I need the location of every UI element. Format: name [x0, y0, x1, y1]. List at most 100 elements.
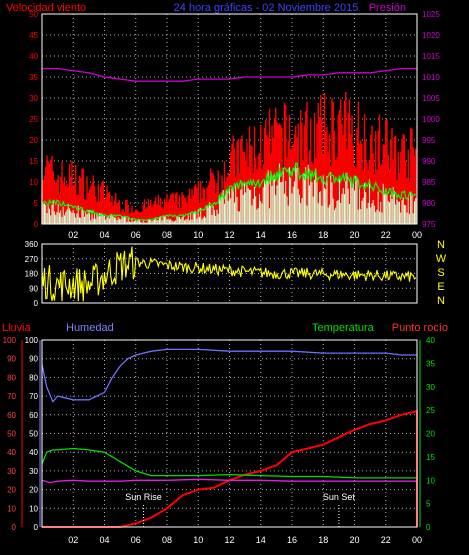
direction-grid	[42, 244, 417, 303]
x-tick-label: 18	[318, 535, 328, 545]
x-tick-label: 00	[412, 535, 422, 545]
wind-tick-label: 15	[29, 157, 38, 166]
humidity-tick-label: 50	[29, 430, 38, 439]
sunrise-label: Sun Rise	[125, 492, 162, 502]
pressure-tick-label: 980	[422, 199, 436, 208]
direction-frame	[41, 243, 418, 304]
x-tick-label: 20	[349, 230, 359, 240]
pressure-tick-label: 990	[422, 157, 436, 166]
climate-frame	[41, 339, 418, 528]
x-tick-label: 08	[162, 230, 172, 240]
x-tick-label: 16	[287, 230, 297, 240]
temperature-tick-label: 5	[426, 500, 431, 509]
temperature-tick-label: 10	[426, 476, 435, 485]
pressure-tick-label: 1020	[422, 31, 440, 40]
temperature-title: Temperatura	[312, 322, 375, 334]
compass-letter: S	[437, 267, 444, 279]
x-tick-label: 02	[68, 535, 78, 545]
pressure-tick-label: 1000	[422, 115, 440, 124]
dewpoint-title: Punto rocío	[392, 322, 448, 334]
temperature-line	[41, 447, 417, 479]
direction-tick-label: 360	[25, 240, 39, 249]
humidity-line	[41, 348, 417, 403]
dewpoint-line	[41, 478, 417, 484]
wind-average-line	[41, 162, 416, 222]
compass-letter: E	[437, 281, 444, 293]
rain-tick-label: 30	[7, 467, 16, 476]
humidity-tick-label: 80	[29, 373, 38, 382]
temperature-tick-label: 0	[426, 523, 431, 532]
humidity-tick-label: 70	[29, 392, 38, 401]
wind-speed-axis: 0 5 10 15 20 25 30 35 40 45 50	[29, 10, 38, 229]
climate-time-axis: 02 04 06 08 10 12 14 16 18 20 22 00	[68, 535, 422, 545]
x-tick-label: 12	[224, 230, 234, 240]
x-tick-label: 22	[381, 535, 391, 545]
rain-tick-label: 20	[7, 486, 16, 495]
wind-lines	[41, 67, 417, 222]
x-tick-label: 18	[318, 230, 328, 240]
humidity-tick-label: 90	[29, 355, 38, 364]
humidity-tick-label: 20	[29, 486, 38, 495]
wind-tick-label: 5	[34, 199, 39, 208]
wind-tick-label: 30	[29, 94, 38, 103]
chart-center-title: 24 hora gráficas - 02 Noviembre 2015	[174, 2, 359, 14]
x-tick-label: 10	[193, 230, 203, 240]
x-tick-label: 06	[131, 230, 141, 240]
climate-grid	[42, 340, 417, 527]
rain-tick-label: 50	[7, 430, 16, 439]
humidity-tick-label: 30	[29, 467, 38, 476]
x-tick-label: 14	[256, 535, 266, 545]
direction-line	[41, 246, 417, 302]
rain-tick-label: 10	[7, 504, 16, 513]
rain-tick-label: 70	[7, 392, 16, 401]
compass-letter: W	[436, 253, 447, 265]
temperature-tick-label: 35	[426, 359, 435, 368]
x-tick-label: 16	[287, 535, 297, 545]
compass-letter: N	[437, 239, 445, 251]
x-tick-label: 00	[412, 230, 422, 240]
humidity-tick-label: 10	[29, 504, 38, 513]
pressure-axis: 975 980 985 990 995 1000 1005 1010 1015 1020 1025	[422, 10, 440, 229]
x-tick-label: 04	[99, 230, 109, 240]
temperature-tick-label: 25	[426, 406, 435, 415]
direction-series	[41, 246, 417, 302]
x-tick-label: 08	[162, 535, 172, 545]
climate-chart: Lluvia Humedad Temperatura Punto rocío S…	[2, 322, 448, 545]
rain-tick-label: 80	[7, 373, 16, 382]
humidity-tick-label: 40	[29, 448, 38, 457]
x-tick-label: 04	[99, 535, 109, 545]
x-tick-label: 14	[256, 230, 266, 240]
direction-tick-label: 0	[34, 299, 39, 308]
pressure-line	[42, 67, 417, 82]
pressure-tick-label: 985	[422, 178, 436, 187]
pressure-tick-label: 1005	[422, 94, 440, 103]
wind-title: Velocidad viento	[6, 2, 86, 14]
direction-tick-label: 270	[25, 255, 39, 264]
rain-tick-label: 100	[3, 336, 17, 345]
temperature-axis: 0 5 10 15 20 25 30 35 40	[419, 336, 435, 532]
x-tick-label: 06	[131, 535, 141, 545]
temperature-tick-label: 15	[426, 453, 435, 462]
rain-tick-label: 90	[7, 355, 16, 364]
wind-tick-label: 35	[29, 73, 38, 82]
x-tick-label: 10	[193, 535, 203, 545]
direction-tick-label: 90	[29, 284, 38, 293]
x-tick-label: 22	[381, 230, 391, 240]
x-tick-label: 12	[224, 535, 234, 545]
direction-axis: 0 90 180 270 360	[25, 240, 39, 308]
rain-tick-label: 40	[7, 448, 16, 457]
sun-markers: Sun Rise Sun Set	[125, 492, 355, 527]
wind-tick-label: 40	[29, 52, 38, 61]
direction-tick-label: 180	[25, 270, 39, 279]
rain-title: Lluvia	[2, 322, 32, 334]
humidity-title: Humedad	[66, 322, 114, 334]
wind-frame	[41, 13, 418, 225]
wind-tick-label: 0	[34, 220, 39, 229]
pressure-tick-label: 1015	[422, 52, 440, 61]
x-tick-label: 02	[68, 230, 78, 240]
pressure-tick-label: 995	[422, 136, 436, 145]
